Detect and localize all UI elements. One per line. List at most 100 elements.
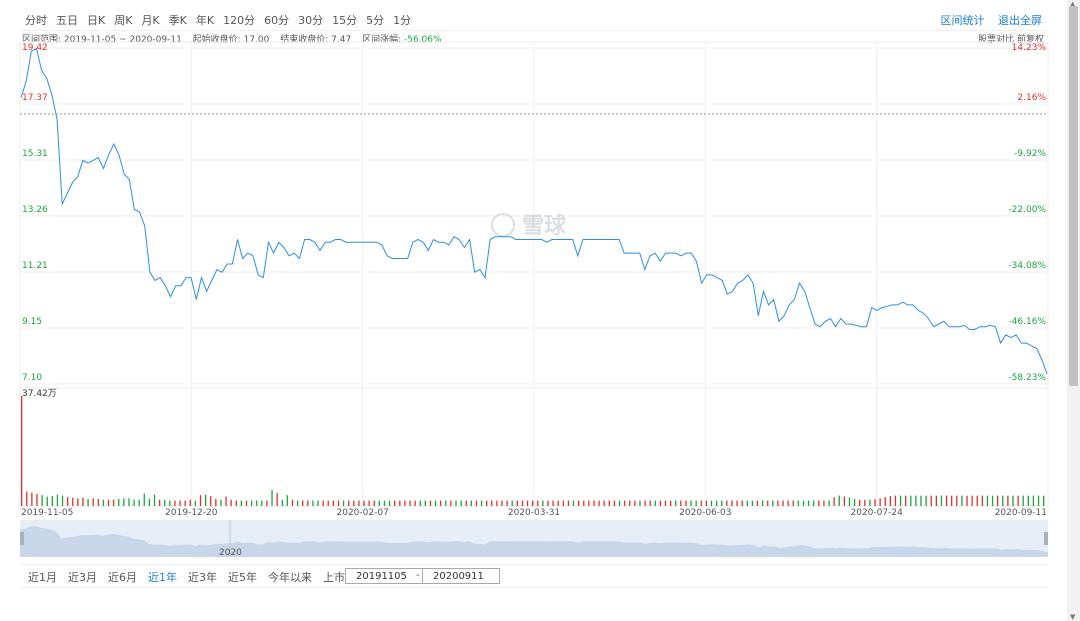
volume-bar — [910, 495, 912, 506]
range-button[interactable]: 近6月 — [108, 571, 137, 584]
range-navigator[interactable]: 2020 — [20, 520, 1048, 557]
navigator-left-handle[interactable] — [20, 532, 24, 545]
volume-bar — [552, 500, 554, 506]
range-info-bar: 区间范围: 2019-11-05 ~ 2020-09-11 起始收盘价: 17.… — [22, 32, 1046, 45]
volume-bar — [21, 396, 23, 506]
volume-bar — [92, 498, 94, 506]
volume-bar — [1037, 495, 1040, 506]
volume-bar — [710, 500, 713, 506]
volume-bar — [97, 499, 99, 506]
volume-bar — [465, 500, 467, 506]
volume-bar — [424, 500, 426, 506]
volume-bar — [634, 500, 636, 506]
volume-bar — [577, 500, 580, 506]
volume-bar — [450, 500, 452, 506]
period-tab[interactable]: 15分 — [332, 14, 358, 27]
volume-bar — [945, 495, 948, 506]
volume-bar — [572, 500, 575, 506]
volume-bar — [700, 500, 702, 506]
volume-bar — [440, 500, 442, 506]
volume-bar — [266, 500, 268, 506]
volume-bar — [143, 493, 145, 506]
period-tab[interactable]: 日K — [87, 14, 106, 27]
period-tab[interactable]: 30分 — [298, 14, 324, 27]
volume-bar — [869, 499, 871, 506]
period-tab[interactable]: 季K — [168, 14, 187, 27]
y-right-label: -58.23% — [1008, 373, 1046, 383]
volume-bar — [557, 500, 559, 506]
volume-bar — [133, 499, 135, 506]
volume-bar — [302, 500, 304, 506]
y-left-label: 17.37 — [22, 93, 48, 103]
volume-bars — [21, 396, 1045, 506]
volume-bar — [516, 500, 518, 506]
stock-compare-button[interactable]: 股票对比 — [978, 35, 1015, 45]
period-tab[interactable]: 年K — [195, 14, 215, 27]
volume-bar — [419, 500, 421, 506]
volume-bar — [353, 500, 355, 506]
volume-bar — [475, 500, 478, 506]
volume-bar — [935, 495, 937, 506]
volume-bar — [286, 495, 289, 506]
start-date-input[interactable] — [345, 568, 423, 584]
range-button[interactable]: 今年以来 — [268, 571, 312, 584]
volume-bar — [818, 500, 820, 506]
period-tab[interactable]: 月K — [141, 14, 160, 27]
volume-bar — [82, 497, 84, 506]
volume-bar — [547, 500, 549, 506]
volume-bar — [649, 500, 651, 506]
volume-bar — [112, 499, 115, 506]
volume-bar — [348, 500, 350, 506]
adjust-mode-button[interactable]: 前复权 — [1016, 35, 1044, 45]
volume-bar — [828, 500, 830, 506]
volume-bar — [731, 500, 733, 506]
range-button[interactable]: 近1年 — [148, 571, 177, 584]
exit-fullscreen-button[interactable]: 退出全屏 — [998, 14, 1042, 27]
range-button[interactable]: 近5年 — [228, 571, 257, 584]
range-stats-button[interactable]: 区间统计 — [940, 14, 985, 27]
scroll-up-icon[interactable]: ▲ — [1070, 0, 1076, 8]
volume-bar — [1043, 495, 1045, 506]
scroll-down-icon[interactable]: ▼ — [1070, 613, 1076, 621]
y-right-label: -9.92% — [1014, 149, 1046, 159]
volume-bar — [179, 500, 181, 506]
volume-bar — [859, 499, 861, 506]
volume-bar — [802, 500, 805, 506]
period-tab[interactable]: 周K — [114, 14, 133, 27]
volume-bar — [245, 500, 248, 506]
end-close-label: 结束收盘价: — [280, 35, 329, 45]
page-scrollbar[interactable]: ▲ ▼ — [1067, 0, 1080, 621]
chart-toolbar: 分时 五日 日K 周K 月K 季K 年K 120分 60分 30分 15分 5分 1分 区间统计 退出全… — [20, 8, 1048, 31]
range-button[interactable]: 近1月 — [28, 571, 57, 584]
volume-bar — [399, 500, 401, 506]
navigator-year-label: 2020 — [219, 548, 242, 557]
volume-bar — [107, 499, 110, 506]
range-button[interactable]: 近3年 — [188, 571, 217, 584]
period-tab[interactable]: 分时 — [25, 14, 47, 27]
volume-bar — [787, 500, 789, 506]
toolbar-actions: 区间统计 退出全屏 — [931, 12, 1043, 28]
volume-bar — [925, 495, 927, 506]
volume-bar — [102, 499, 105, 506]
x-tick-label: 2019-12-20 — [165, 508, 218, 518]
scroll-thumb[interactable] — [1069, 6, 1078, 386]
volume-bar — [250, 500, 253, 506]
end-date-input[interactable] — [422, 568, 500, 584]
range-button[interactable]: 近3月 — [68, 571, 97, 584]
period-tab[interactable]: 120分 — [223, 14, 256, 27]
volume-bar — [307, 500, 309, 506]
volume-bar — [853, 499, 856, 506]
period-tab[interactable]: 1分 — [393, 14, 412, 27]
period-tab[interactable]: 五日 — [56, 14, 78, 27]
price-chart[interactable]: 雪球 2019-11-05 2019-12-20 2020-02-07 2020-03… — [0, 0, 1080, 520]
volume-bar — [460, 500, 462, 506]
navigator-right-handle[interactable] — [1044, 532, 1048, 545]
volume-bar — [526, 500, 529, 506]
volume-bar — [414, 500, 416, 506]
period-tab[interactable]: 5分 — [366, 14, 385, 27]
volume-bar — [72, 497, 74, 506]
volume-bar — [220, 499, 222, 506]
volume-bar — [777, 500, 779, 506]
volume-bar — [230, 499, 232, 506]
period-tab[interactable]: 60分 — [264, 14, 290, 27]
